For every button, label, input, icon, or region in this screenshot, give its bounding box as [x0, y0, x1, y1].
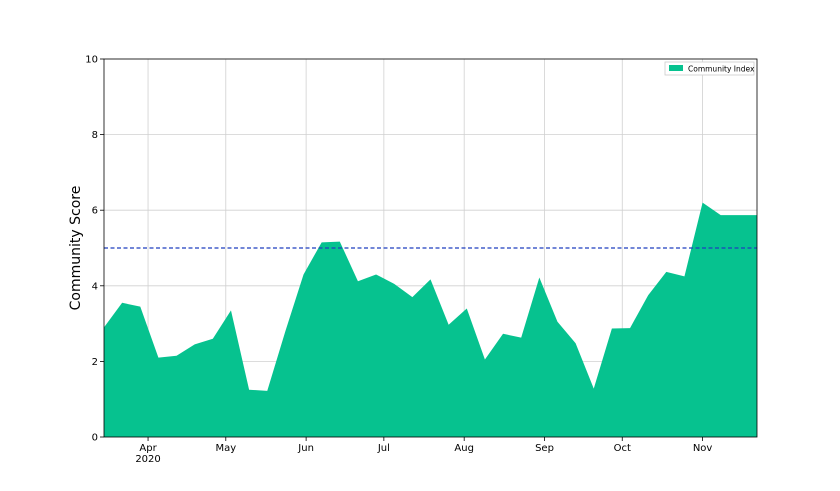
x-tick-label: Sep: [535, 443, 554, 454]
x-tick-label: Aug: [454, 443, 474, 454]
area-series: [104, 202, 757, 437]
x-tick-label: Apr: [139, 443, 157, 454]
plot-frame: [103, 58, 758, 438]
y-tick-label: 0: [92, 433, 98, 444]
x-tick-label: Oct: [614, 443, 631, 454]
legend-label: Community Index: [688, 65, 755, 74]
y-tick-label: 8: [92, 130, 98, 141]
y-tick-label: 6: [92, 206, 98, 217]
y-axis: 0 2 4 6 8 10: [85, 55, 104, 444]
area-fill: [104, 202, 757, 437]
legend-box: [664, 61, 755, 76]
y-axis-label: Community Score: [68, 186, 84, 311]
y-tick-label: 10: [85, 55, 98, 66]
x-tick-label: May: [215, 443, 236, 454]
x-tick-label: Nov: [693, 443, 713, 454]
x-tick-label: Jul: [377, 443, 390, 454]
y-tick-label: 4: [92, 281, 98, 292]
legend: Community Index: [664, 61, 755, 76]
y-tick-label: 2: [92, 357, 98, 368]
x-tick-label: Jun: [297, 443, 314, 454]
legend-swatch: [669, 65, 683, 71]
x-tick-sublabel: 2020: [135, 454, 160, 465]
